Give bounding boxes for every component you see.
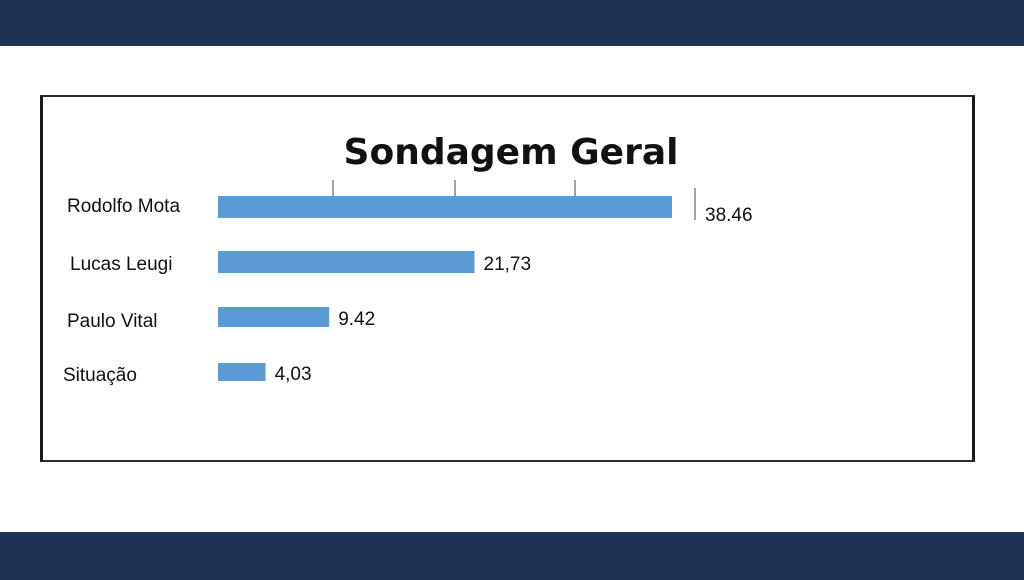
bar — [218, 196, 672, 218]
bars — [218, 196, 672, 381]
category-labels: Rodolfo Mota Lucas Leugi Paulo Vital Situaç… — [63, 196, 180, 386]
value-label: 38.46 — [705, 205, 753, 226]
bottom-band — [0, 532, 1024, 580]
top-band — [0, 0, 1024, 46]
category-label: Rodolfo Mota — [67, 196, 180, 217]
value-label: 21,73 — [484, 254, 532, 275]
bar — [218, 307, 330, 327]
value-label: 4,03 — [275, 364, 312, 385]
category-label: Paulo Vital — [67, 311, 158, 332]
category-label: Lucas Leugi — [70, 254, 172, 275]
value-labels: 38.46 21,73 9.42 4,03 — [275, 205, 753, 385]
bar — [218, 251, 475, 273]
chart-frame — [40, 95, 975, 462]
chart-title: Sondagem Geral — [344, 132, 679, 173]
category-label: Situação — [63, 365, 137, 386]
bar — [218, 363, 266, 381]
value-label: 9.42 — [338, 309, 375, 330]
